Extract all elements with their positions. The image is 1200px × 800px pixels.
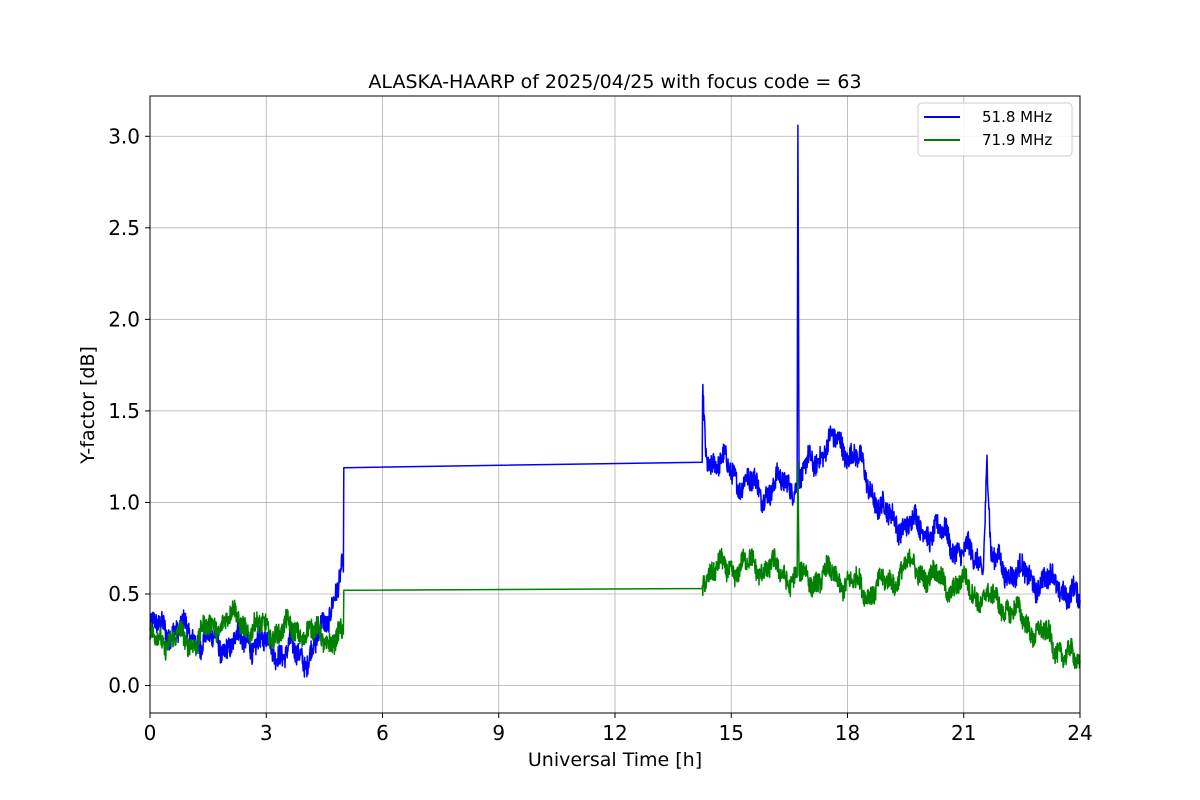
x-tick-label: 0 [144,721,157,745]
x-tick-label: 3 [260,721,273,745]
y-tick-label: 2.5 [108,216,140,240]
y-axis-label: Y-factor [dB] [77,346,99,465]
y-tick-label: 2.0 [108,307,140,331]
x-tick-label: 6 [376,721,389,745]
legend-label-71-9-mhz: 71.9 MHz [982,131,1052,149]
y-tick-label: 1.0 [108,490,140,514]
y-tick-label: 1.5 [108,399,140,423]
series-line-71-9-mhz [149,461,1081,670]
x-tick-label: 12 [602,721,627,745]
x-tick-label: 18 [835,721,860,745]
x-tick-label: 21 [951,721,976,745]
x-tick-label: 9 [492,721,505,745]
x-tick-label: 24 [1067,721,1092,745]
y-tick-label: 0.0 [108,674,140,698]
legend: 51.8 MHz 71.9 MHz [917,102,1073,157]
x-axis-ticks: 0 3 6 9 12 15 18 21 24 [144,713,1093,745]
y-tick-label: 3.0 [108,124,140,148]
legend-label-51-8-mhz: 51.8 MHz [982,108,1052,126]
chart-title: ALASKA-HAARP of 2025/04/25 with focus co… [368,71,861,93]
y-tick-label: 0.5 [108,582,140,606]
series-layer [149,124,1081,678]
x-axis-label: Universal Time [h] [528,749,702,771]
y-axis-ticks: 0.0 0.5 1.0 1.5 2.0 2.5 3.0 [108,124,150,698]
x-tick-label: 15 [719,721,744,745]
